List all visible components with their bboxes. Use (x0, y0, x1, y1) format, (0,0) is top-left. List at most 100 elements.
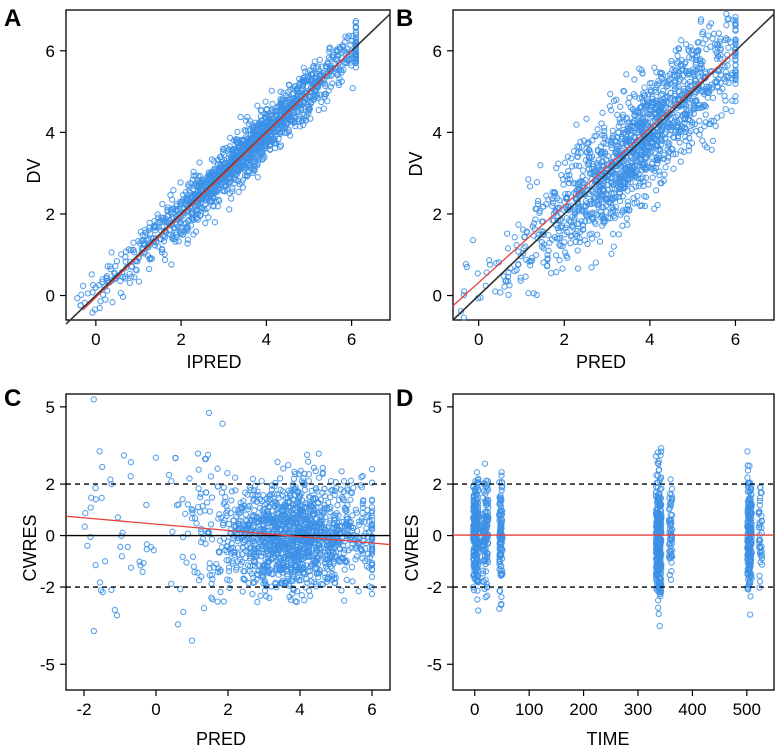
data-point (639, 70, 646, 77)
data-point (302, 91, 310, 98)
data-point (256, 143, 263, 150)
data-point (205, 409, 213, 417)
data-point (206, 170, 213, 178)
data-point (257, 126, 265, 134)
data-point (119, 273, 127, 281)
data-point (556, 241, 563, 248)
data-point (708, 117, 715, 124)
data-point (697, 18, 704, 25)
data-point (607, 209, 614, 216)
data-point (184, 227, 191, 234)
data-point (228, 154, 235, 162)
data-point (587, 169, 594, 177)
data-point (257, 107, 264, 114)
data-point (329, 51, 336, 58)
data-point (608, 107, 615, 114)
data-point (701, 123, 708, 130)
data-point (298, 592, 305, 599)
data-point (486, 257, 493, 264)
data-point (239, 588, 246, 595)
data-point (301, 596, 308, 604)
data-point (300, 115, 308, 122)
data-point (692, 61, 699, 68)
data-point (696, 117, 703, 125)
data-point (677, 158, 684, 165)
data-point (719, 85, 726, 92)
data-point (208, 156, 216, 163)
data-point (462, 260, 470, 268)
data-point (146, 256, 154, 263)
data-point (604, 137, 612, 144)
data-point (340, 597, 348, 604)
panel-c-points (81, 396, 376, 644)
data-point (189, 553, 197, 560)
panel-a-lines (65, 13, 391, 325)
data-point (244, 113, 251, 121)
data-point (231, 180, 238, 187)
data-point (699, 40, 707, 47)
data-point (649, 174, 656, 181)
data-point (241, 127, 248, 134)
data-point (152, 454, 160, 461)
data-point (152, 227, 159, 234)
data-point (623, 71, 630, 78)
data-point (98, 494, 105, 502)
data-point (174, 621, 182, 628)
data-point (607, 90, 614, 98)
data-point (185, 216, 193, 224)
data-point (220, 484, 228, 491)
data-point (521, 233, 528, 241)
data-point (239, 184, 247, 191)
data-point (695, 38, 702, 46)
data-point (157, 235, 164, 242)
data-point (179, 191, 187, 199)
panel-b-ylabel: DV (406, 151, 426, 176)
data-point (250, 125, 257, 132)
data-point (457, 307, 465, 315)
data-point (165, 471, 173, 479)
data-point (223, 144, 230, 152)
data-point (81, 523, 88, 530)
data-point (530, 220, 538, 227)
data-point (92, 561, 99, 569)
data-point (177, 227, 185, 234)
data-point (588, 153, 596, 160)
data-point (579, 167, 587, 174)
data-point (693, 97, 700, 104)
panel-d-xtick-label: 200 (569, 700, 597, 719)
data-point (677, 37, 685, 44)
data-point (538, 231, 545, 238)
data-point (127, 473, 134, 480)
data-point (628, 118, 636, 126)
data-point (173, 221, 180, 228)
data-point (574, 265, 582, 272)
data-point (118, 251, 125, 258)
data-point (82, 510, 89, 517)
data-point (689, 66, 697, 73)
data-point (594, 231, 601, 238)
panel-letter-b: B (396, 5, 413, 32)
data-point (182, 510, 189, 517)
data-point (561, 239, 568, 246)
data-point (194, 450, 202, 457)
data-point (287, 117, 294, 124)
data-point (139, 568, 146, 575)
data-point (296, 123, 304, 130)
data-point (633, 199, 640, 206)
data-point (583, 115, 590, 122)
data-point (582, 176, 589, 184)
data-point (709, 137, 717, 145)
data-point (517, 253, 525, 260)
data-point (553, 252, 560, 259)
data-point (322, 90, 329, 98)
data-point (511, 234, 518, 241)
data-point (724, 16, 731, 23)
data-point (218, 158, 225, 166)
data-point (540, 245, 547, 252)
data-point (239, 137, 246, 145)
data-point (656, 98, 664, 105)
data-point (239, 177, 246, 184)
data-point (565, 179, 573, 187)
data-point (117, 289, 125, 297)
data-point (229, 146, 237, 153)
